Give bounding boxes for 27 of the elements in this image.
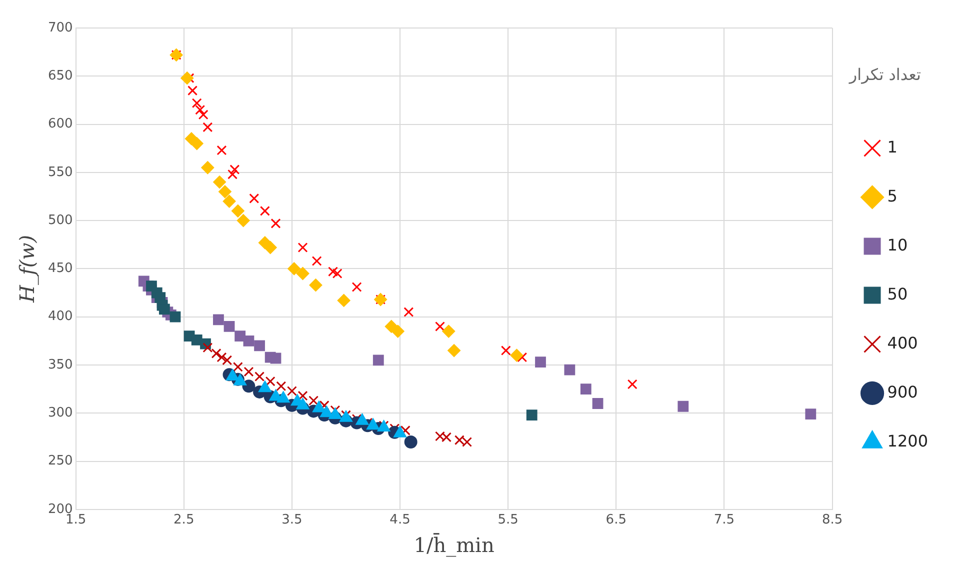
x-tick-label: 3.5 [282,512,302,528]
y-tick-label: 500 [48,212,73,228]
x-tick-label: 5.5 [498,512,518,528]
legend-label: 10 [887,235,908,254]
legend-label: 400 [887,333,918,352]
x-tick-label: 6.5 [606,512,626,528]
x-tick-label: 2.5 [174,512,194,528]
y-tick-label: 250 [48,454,73,469]
legend-label: 1 [887,137,898,156]
y-tick-label: 300 [48,405,73,420]
legend-title: تعداد تکرار [848,65,921,84]
y-tick-label: 650 [48,68,73,84]
legend-label: 50 [887,284,908,304]
x-tick-label: 7.5 [714,512,735,528]
y-tick-label: 450 [48,261,73,276]
x-tick-label: 4.5 [390,512,410,528]
y-tick-label: 700 [48,20,73,36]
legend-label: 1200 [887,431,928,450]
y-tick-label: 550 [48,164,73,180]
y-tick-label: 350 [48,357,73,372]
x-tick-label: 8.5 [822,512,843,528]
legend-label: 5 [887,186,898,206]
y-axis-title: H_f(w) [15,234,40,304]
y-tick-label: 400 [48,309,73,324]
x-axis-title: 1/h̄_min [414,532,494,558]
legend-label: 900 [887,382,918,402]
y-tick-label: 600 [48,116,73,132]
